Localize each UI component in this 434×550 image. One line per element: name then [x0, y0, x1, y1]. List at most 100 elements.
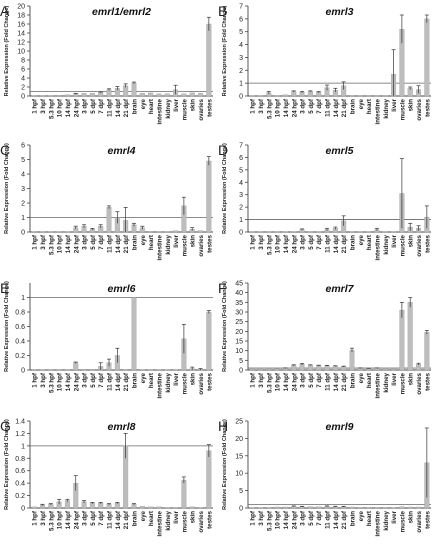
x-tick-label: ovaries [198, 98, 205, 120]
x-tick-label: brain [349, 99, 356, 114]
bar [357, 367, 363, 371]
bar [307, 365, 313, 371]
x-tick-label: intestine [374, 372, 381, 398]
y-tick-label: 6 [21, 67, 25, 74]
x-tick-label: 3 dpf [82, 372, 89, 388]
panel-letter: A [0, 3, 10, 19]
x-tick-label: heart [148, 373, 155, 388]
y-tick-label: 0.8 [15, 310, 25, 317]
x-tick-label: intestine [156, 234, 163, 260]
bar [382, 368, 388, 371]
y-tick-label: 1.2 [15, 431, 25, 438]
bar [89, 502, 95, 509]
x-tick-label: 14 dpf [115, 234, 122, 253]
y-tick-label: 1 [239, 217, 243, 224]
x-tick-label: kidney [165, 98, 172, 118]
y-tick-label: 30 [235, 310, 243, 317]
y-tick-label: 5 [239, 358, 243, 365]
x-tick-label: 21 dpf [341, 98, 348, 117]
bar [274, 95, 280, 97]
x-tick-label: 1 hpf [32, 234, 39, 250]
x-tick-label: ovaries [416, 234, 423, 256]
y-tick-label: 5 [21, 157, 25, 164]
x-tick-label: 3 hpf [258, 510, 265, 526]
y-tick-label: 10 [17, 49, 25, 56]
x-tick-label: 14 hpf [65, 234, 72, 253]
bar [282, 231, 288, 233]
x-tick-label: intestine [156, 98, 163, 124]
y-tick-label: 0 [239, 94, 243, 101]
x-tick-label: intestine [156, 372, 163, 398]
bar [324, 365, 330, 371]
y-tick-label: 45 [235, 281, 243, 288]
x-tick-label: testes [424, 234, 431, 252]
x-tick-label: 14 dpf [333, 510, 340, 529]
x-tick-label: 1 hpf [32, 510, 39, 526]
x-tick-label: 10 hpf [57, 98, 64, 117]
y-tick-label: 0.4 [15, 481, 25, 488]
bar [282, 367, 288, 371]
x-tick-label: 21 dpf [341, 372, 348, 391]
y-tick-label: 16 [17, 22, 25, 29]
bar [416, 506, 422, 509]
x-tick-label: 7 dpf [98, 510, 105, 526]
bar [274, 506, 280, 509]
x-tick-label: kidney [165, 372, 172, 392]
panel-title: emrl5 [325, 145, 353, 157]
x-tick-label: heart [366, 235, 373, 250]
y-axis-label: Relative Expression (Fold Change) [4, 143, 10, 234]
bar [39, 231, 45, 233]
bar [366, 95, 372, 97]
bar [257, 368, 263, 371]
bar [399, 309, 405, 371]
x-tick-label: testes [206, 372, 213, 390]
bar [291, 231, 297, 233]
x-tick-label: 1 hpf [250, 372, 257, 388]
x-tick-label: 14 hpf [283, 234, 290, 253]
x-tick-label: 14 hpf [65, 98, 72, 117]
x-tick-label: 14 dpf [115, 372, 122, 391]
y-tick-label: 5 [239, 488, 243, 495]
x-tick-label: 10 hpf [275, 234, 282, 253]
x-tick-label: liver [173, 372, 180, 385]
x-tick-label: muscle [399, 510, 406, 532]
y-tick-label: 3 [239, 55, 243, 62]
x-tick-label: skin [408, 511, 415, 524]
x-tick-label: brain [131, 235, 138, 250]
y-tick-label: 5 [239, 29, 243, 36]
x-tick-label: skin [408, 99, 415, 112]
x-tick-label: ovaries [198, 510, 205, 532]
x-tick-label: 10 hpf [57, 510, 64, 529]
x-tick-label: 5.3 hpf [266, 510, 273, 531]
bar [249, 507, 255, 509]
x-tick-label: 11 dpf [107, 234, 114, 253]
y-tick-label: 0 [21, 94, 25, 101]
y-tick-label: 7 [239, 4, 243, 11]
x-tick-label: 14 hpf [65, 510, 72, 529]
bar [366, 507, 372, 509]
bar [173, 230, 179, 233]
x-tick-label: 7 dpf [316, 372, 323, 388]
bar [164, 231, 170, 233]
x-tick-label: muscle [181, 372, 188, 394]
x-tick-label: 10 hpf [275, 98, 282, 117]
bar [307, 506, 313, 509]
x-tick-label: 5 dpf [90, 98, 97, 114]
y-axis-label: Relative Expression (Fold Change) [222, 419, 228, 510]
bar [48, 95, 54, 97]
x-tick-label: 21 dpf [123, 234, 130, 253]
y-tick-label: 6 [239, 16, 243, 23]
x-tick-label: 11 dpf [107, 510, 114, 529]
y-tick-label: 0.2 [15, 493, 25, 500]
x-tick-label: 24 hpf [291, 510, 298, 529]
x-tick-label: 3 hpf [40, 98, 47, 114]
y-tick-label: 8 [21, 58, 25, 65]
y-axis-label: Relative Expression (Fold Change) [222, 5, 228, 96]
x-tick-label: 24 hpf [73, 234, 80, 253]
x-tick-label: 3 hpf [40, 510, 47, 526]
bar [349, 95, 355, 97]
x-tick-label: skin [190, 373, 197, 386]
x-tick-label: kidney [165, 234, 172, 254]
